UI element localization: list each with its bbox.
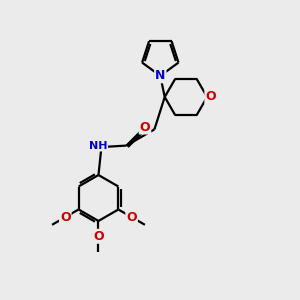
Text: O: O bbox=[93, 230, 104, 243]
Text: N: N bbox=[155, 69, 166, 82]
Text: O: O bbox=[140, 121, 150, 134]
Text: NH: NH bbox=[88, 141, 107, 151]
Text: O: O bbox=[126, 211, 137, 224]
Text: O: O bbox=[60, 211, 70, 224]
Text: O: O bbox=[205, 91, 216, 103]
